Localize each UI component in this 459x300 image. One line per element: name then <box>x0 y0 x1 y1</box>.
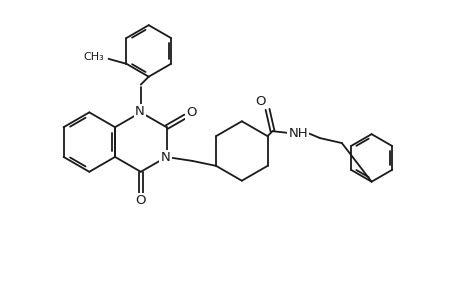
Text: O: O <box>186 106 196 119</box>
Text: O: O <box>135 194 146 207</box>
Text: N: N <box>134 105 145 118</box>
Text: NH: NH <box>288 127 308 140</box>
Text: N: N <box>160 152 170 164</box>
Text: O: O <box>255 95 265 108</box>
Text: CH₃: CH₃ <box>83 52 103 62</box>
